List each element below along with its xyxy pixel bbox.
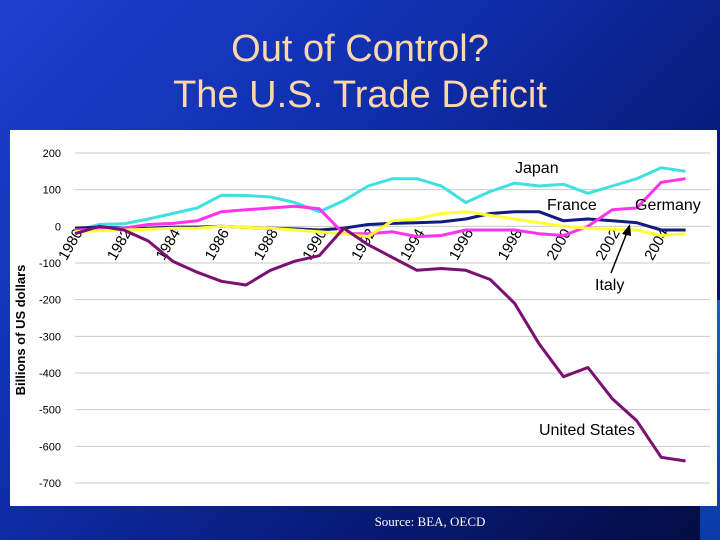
- annotation-italy: Italy: [595, 277, 624, 294]
- title-line-1: Out of Control?: [231, 28, 489, 70]
- y-tick-label: -300: [39, 331, 61, 343]
- annotation-japan: Japan: [515, 160, 559, 177]
- annotation-germany: Germany: [635, 197, 701, 214]
- y-tick-label: -100: [39, 258, 61, 270]
- source-note: Source: BEA, OECD: [374, 514, 486, 529]
- series-lines: [74, 166, 686, 463]
- y-tick-label: -700: [39, 478, 61, 490]
- title-line-2: The U.S. Trade Deficit: [173, 74, 547, 116]
- italy-arrow: [610, 224, 631, 274]
- series-line-italy: [74, 210, 686, 239]
- y-axis-label: Billions of US dollars: [13, 265, 28, 396]
- x-tick-label: 2002: [592, 226, 623, 263]
- y-tick-label: 0: [55, 221, 61, 233]
- y-tick-label: -400: [39, 368, 61, 380]
- y-tick-label: -500: [39, 405, 61, 417]
- y-tick-label: -200: [39, 295, 61, 307]
- slide-title: Out of Control? The U.S. Trade Deficit: [0, 26, 720, 118]
- x-tick-label: 1988: [250, 226, 281, 263]
- x-tick-label: 1986: [202, 226, 233, 263]
- x-tick-label: 1994: [397, 226, 428, 263]
- annotation-united-states: United States: [539, 422, 635, 439]
- y-tick-label: 200: [43, 148, 61, 160]
- annotation-france: France: [547, 197, 597, 214]
- y-tick-labels: 200 100 0 -100 -200 -300 -400 -500 -600 -700: [39, 148, 61, 490]
- y-tick-label: -600: [39, 441, 61, 453]
- series-line-united-states: [74, 224, 686, 463]
- y-tick-label: 100: [43, 185, 61, 197]
- x-tick-labels: 1980 1982 1984 1986 1988 1990 1992 1994 1996 1998…: [55, 226, 673, 263]
- series-line-japan: [74, 166, 686, 233]
- chart-panel: 200 100 0 -100 -200 -300 -400 -500 -600 -700 1980…: [10, 130, 717, 506]
- grid-lines: [75, 152, 710, 484]
